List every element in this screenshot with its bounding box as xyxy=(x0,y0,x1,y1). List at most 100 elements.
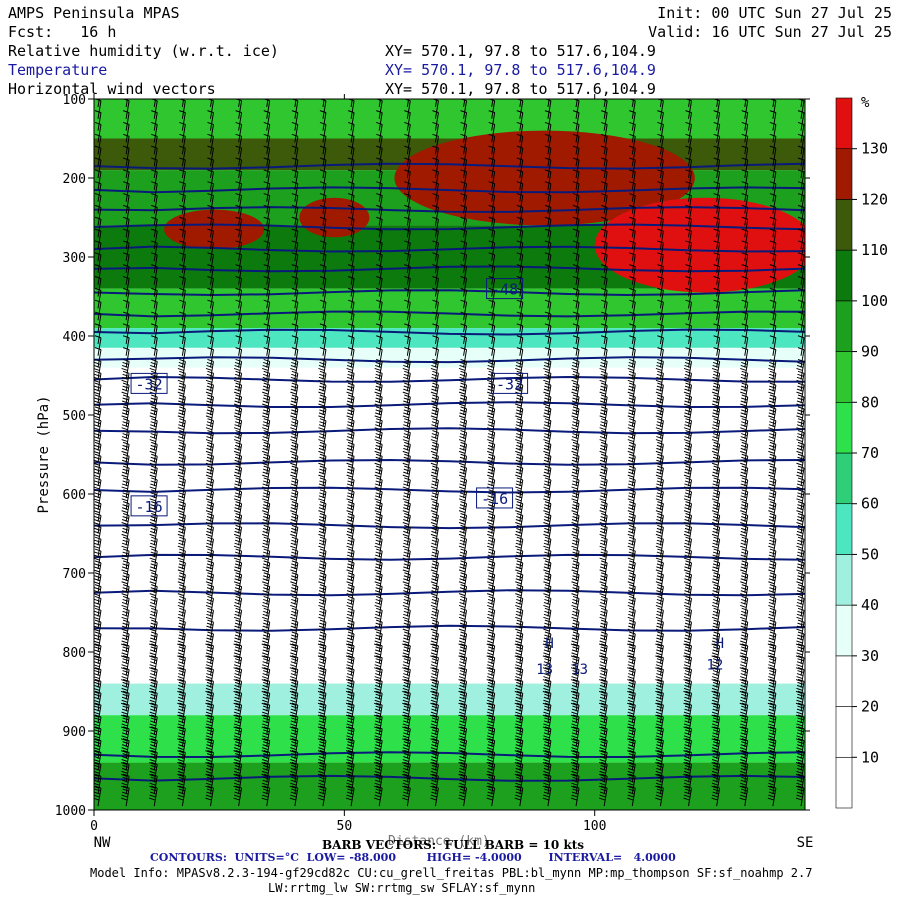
wind-barb xyxy=(179,347,186,368)
wind-barb xyxy=(346,548,355,570)
wind-barb xyxy=(404,110,411,131)
colorbar-segment xyxy=(835,706,853,758)
wind-barb xyxy=(741,121,749,143)
wind-barb xyxy=(571,430,580,451)
wind-barb xyxy=(235,287,243,309)
wind-barb xyxy=(291,311,299,333)
wind-barb xyxy=(797,181,805,202)
wind-barb xyxy=(543,513,552,534)
wind-barb xyxy=(263,287,271,309)
wind-barb xyxy=(402,441,411,463)
wind-barb xyxy=(263,311,271,333)
wind-barb xyxy=(601,323,608,344)
colorbar-tick-label: 10 xyxy=(861,748,879,766)
wind-barb xyxy=(460,347,468,368)
wind-barb xyxy=(768,465,777,487)
wind-barb xyxy=(376,323,383,344)
wind-barb xyxy=(291,169,299,190)
wind-barb xyxy=(432,145,439,167)
wind-barb xyxy=(233,548,243,570)
wind-barb xyxy=(149,536,158,558)
wind-barb xyxy=(488,181,496,202)
wind-barb xyxy=(233,406,243,427)
wind-barb xyxy=(741,276,749,297)
wind-barb xyxy=(603,99,606,107)
wind-barb xyxy=(402,370,411,392)
wind-barb xyxy=(516,240,524,262)
wind-barb xyxy=(796,358,805,380)
wind-barb xyxy=(599,477,608,499)
wind-barb xyxy=(177,501,186,522)
wind-barb xyxy=(572,204,580,226)
wind-barb xyxy=(151,110,158,131)
wind-barb xyxy=(629,216,636,238)
wind-barb xyxy=(432,299,439,321)
y-tick-label: 1000 xyxy=(55,804,86,819)
wind-barb xyxy=(347,240,355,262)
wind-barb xyxy=(346,489,355,510)
wind-barb xyxy=(318,524,327,546)
wind-barb xyxy=(800,99,803,107)
wind-barb xyxy=(94,287,102,309)
wind-barb xyxy=(797,264,805,285)
wind-barb xyxy=(458,358,468,380)
wind-barb xyxy=(740,358,749,380)
wind-barb xyxy=(768,477,777,499)
field-name-temperature: Temperature xyxy=(8,61,108,79)
wind-barb xyxy=(318,465,327,487)
wind-barb xyxy=(432,287,439,309)
colorbar-unit: % xyxy=(861,95,870,111)
wind-barb xyxy=(769,133,777,155)
wind-barb xyxy=(796,430,805,451)
wind-barb xyxy=(487,406,496,427)
wind-barb xyxy=(291,287,299,309)
wind-barb xyxy=(685,133,693,155)
wind-barb xyxy=(458,489,468,510)
wind-barb xyxy=(347,181,355,202)
wind-barb xyxy=(290,370,299,392)
colorbar: 10 20 30 40 50 60 70 80 90 100 110 120 130% xyxy=(835,95,888,809)
annotation-3: 13 xyxy=(571,662,588,678)
rh-region-7 xyxy=(94,683,805,716)
wind-barb xyxy=(205,358,214,380)
wind-barb xyxy=(683,430,693,451)
contour-label-2: -32 xyxy=(491,372,529,394)
wind-barb xyxy=(347,193,355,214)
wind-barb xyxy=(121,370,130,392)
wind-barb xyxy=(543,430,552,451)
wind-barb xyxy=(290,536,299,558)
wind-barb xyxy=(572,193,580,214)
wind-barb xyxy=(515,501,524,522)
wind-barb xyxy=(458,382,468,404)
wind-barb xyxy=(402,501,411,522)
wind-barb xyxy=(235,311,243,333)
wind-barb xyxy=(94,311,102,333)
wind-barb xyxy=(655,441,664,463)
wind-barb xyxy=(149,430,158,451)
wind-barb xyxy=(179,169,186,190)
wind-barb xyxy=(121,477,130,499)
wind-barb xyxy=(769,181,777,202)
wind-barb xyxy=(713,157,721,179)
wind-barb xyxy=(205,548,214,570)
wind-barb xyxy=(121,358,130,380)
wind-barb xyxy=(122,347,130,368)
wind-barb xyxy=(376,287,383,309)
wind-barb xyxy=(515,513,524,534)
wind-barb xyxy=(151,311,158,333)
wind-barb xyxy=(487,418,496,439)
wind-barb xyxy=(430,477,439,499)
wind-barb xyxy=(685,145,693,167)
wind-barb xyxy=(430,465,439,487)
wind-barb xyxy=(768,382,777,404)
wind-barb xyxy=(629,169,636,190)
wind-barb xyxy=(233,441,243,463)
wind-barb xyxy=(629,335,636,356)
wind-barb xyxy=(318,382,327,404)
wind-barb xyxy=(515,453,524,475)
wind-barb xyxy=(153,99,157,107)
wind-barb xyxy=(151,228,158,250)
wind-barb xyxy=(796,513,805,534)
model-info-line-1: Model Info: MPASv8.2.3-194-gf29cd82c CU:… xyxy=(90,866,813,880)
wind-barb xyxy=(122,323,130,344)
